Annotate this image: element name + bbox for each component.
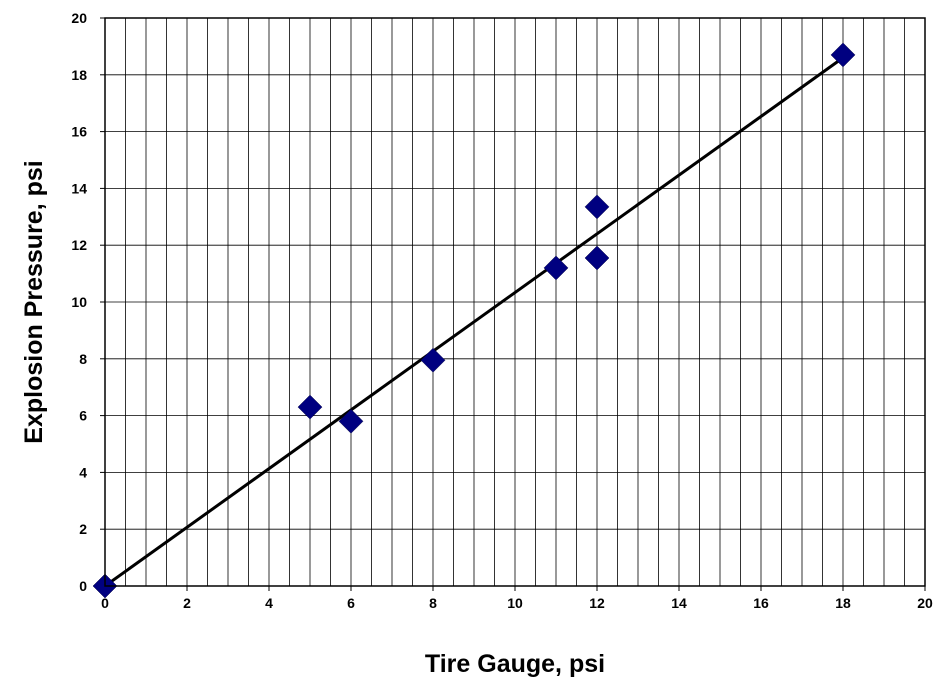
data-point-diamond — [297, 394, 323, 420]
y-axis-tick-labels: 0 2 4 6 8 10 12 14 16 18 20 — [71, 10, 105, 594]
x-tick-label: 14 — [671, 595, 687, 611]
x-tick-label: 10 — [507, 595, 523, 611]
y-tick-label: 2 — [79, 521, 87, 537]
x-tick-label: 4 — [265, 595, 273, 611]
y-axis-title: Explosion Pressure, psi — [20, 160, 48, 443]
x-axis-title: Tire Gauge, psi — [425, 650, 605, 677]
data-point-diamond — [338, 408, 364, 434]
x-tick-label: 0 — [101, 595, 109, 611]
x-tick-label: 6 — [347, 595, 355, 611]
y-tick-label: 4 — [79, 464, 87, 480]
x-tick-label: 16 — [753, 595, 769, 611]
x-tick-label: 2 — [183, 595, 191, 611]
data-point-diamond — [420, 347, 446, 373]
data-point-diamond — [584, 245, 610, 271]
x-tick-label: 18 — [835, 595, 851, 611]
x-tick-label: 20 — [917, 595, 933, 611]
y-tick-label: 18 — [71, 67, 87, 83]
y-tick-label: 10 — [71, 294, 87, 310]
plot-border — [104, 17, 926, 587]
y-tick-label: 6 — [79, 408, 87, 424]
x-axis-tick-labels: 0 2 4 6 8 10 12 14 16 18 20 — [101, 586, 933, 611]
y-tick-label: 8 — [79, 351, 87, 367]
y-tick-label: 0 — [79, 578, 87, 594]
y-tick-label: 16 — [71, 124, 87, 140]
trendline — [104, 56, 844, 588]
x-tick-label: 8 — [429, 595, 437, 611]
data-points — [92, 42, 856, 599]
data-point-diamond — [543, 255, 569, 281]
data-point-diamond — [830, 42, 856, 68]
y-tick-label: 12 — [71, 237, 87, 253]
gridlines — [104, 17, 926, 587]
y-tick-label: 14 — [71, 180, 87, 196]
x-tick-label: 12 — [589, 595, 605, 611]
trendline-group — [104, 56, 844, 588]
data-point-diamond — [584, 194, 610, 220]
y-tick-label: 20 — [71, 10, 87, 26]
